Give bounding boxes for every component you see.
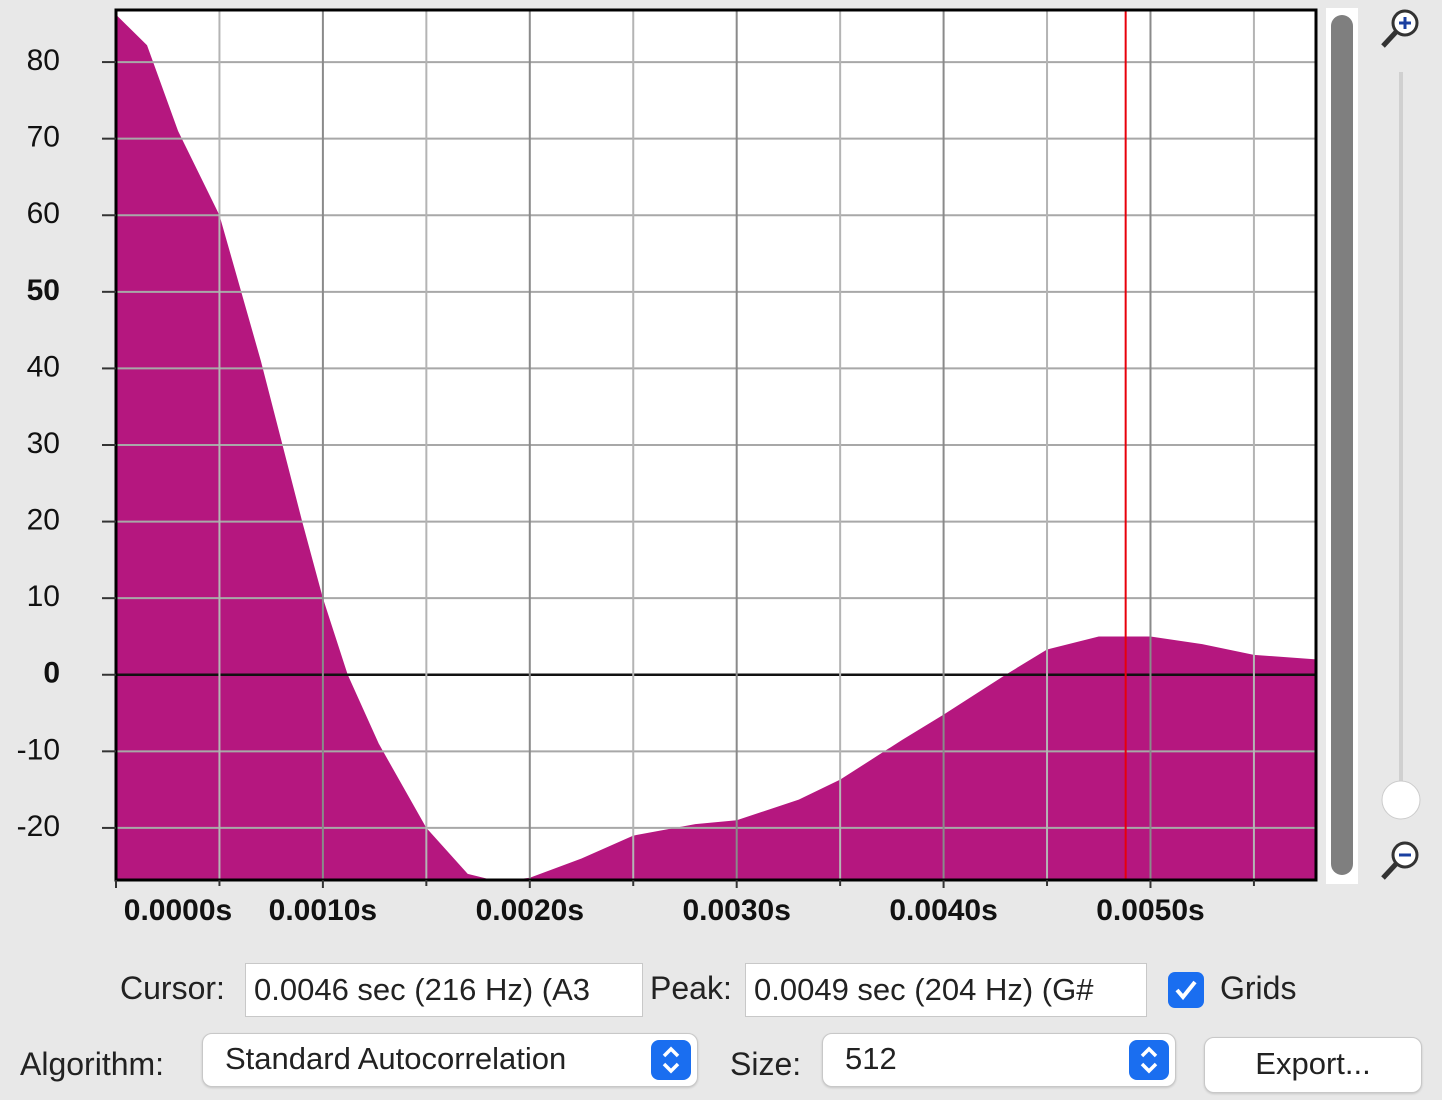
y-tick-label: 40 <box>27 350 60 383</box>
y-tick-label: 80 <box>27 44 60 77</box>
size-select[interactable]: 512 <box>822 1033 1176 1087</box>
x-tick-label: 0.0040s <box>889 894 997 927</box>
peak-label: Peak: <box>650 970 732 1006</box>
y-tick-label: -20 <box>17 810 60 843</box>
x-tick-label: 0.0020s <box>476 894 584 927</box>
x-tick-label: 0.0030s <box>682 894 790 927</box>
cursor-label: Cursor: <box>120 970 225 1006</box>
y-tick-label: 10 <box>27 580 60 613</box>
y-tick-label: 70 <box>27 121 60 154</box>
y-tick-label: -10 <box>17 733 60 766</box>
y-tick-label: 60 <box>27 197 60 230</box>
y-tick-label: 20 <box>27 504 60 537</box>
cursor-field[interactable]: 0.0046 sec (216 Hz) (A3 <box>245 963 643 1017</box>
check-mark <box>1175 980 1197 1001</box>
stepper <box>651 1040 691 1080</box>
zoom-slider-knob[interactable] <box>1381 780 1421 820</box>
algorithm-label: Algorithm: <box>20 1046 165 1082</box>
algorithm-value: Standard Autocorrelation <box>225 1041 567 1076</box>
x-tick-label: 0.0000s <box>124 894 232 927</box>
y-tick-label: 0 <box>43 657 60 690</box>
grids-label: Grids <box>1220 970 1297 1006</box>
y-tick-label: 30 <box>27 427 60 460</box>
scrollbar-thumb[interactable] <box>1331 15 1353 875</box>
x-tick-label: 0.0010s <box>269 894 377 927</box>
zoom-out-icon[interactable] <box>1381 841 1419 880</box>
zoom-in-icon[interactable] <box>1381 9 1419 48</box>
chart: -20 -10 0 10 20 30 40 50 60 70 80 0.0000s 0.0010s 0.0… <box>17 8 1421 927</box>
area <box>116 14 1316 880</box>
y-tick-label: 50 <box>27 274 60 307</box>
size-label: Size: <box>730 1046 802 1082</box>
algorithm-select[interactable]: Standard Autocorrelation <box>202 1033 698 1087</box>
x-tick-label: 0.0050s <box>1096 894 1204 927</box>
export-button[interactable]: Export... <box>1204 1037 1422 1093</box>
grids-checkbox[interactable] <box>1168 972 1204 1008</box>
peak-field[interactable]: 0.0049 sec (204 Hz) (G# <box>745 963 1147 1017</box>
stepper <box>1129 1040 1169 1080</box>
size-value: 512 <box>845 1041 897 1076</box>
